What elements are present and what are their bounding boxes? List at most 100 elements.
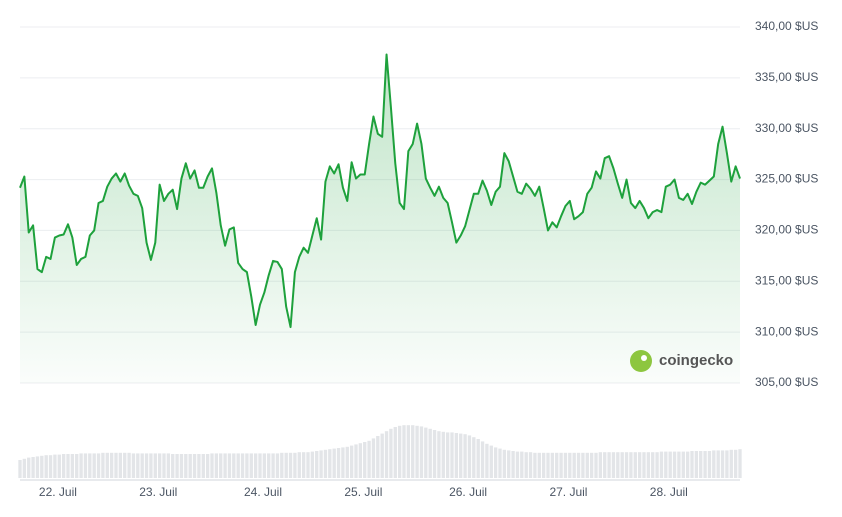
volume-bar [637, 452, 642, 478]
volume-bar [336, 448, 341, 478]
volume-bar [406, 425, 411, 478]
volume-bar [537, 452, 541, 478]
price-area [20, 54, 740, 384]
volume-bar [253, 453, 258, 478]
volume-bar [162, 453, 166, 478]
volume-bar [463, 434, 467, 478]
volume-bar [88, 453, 92, 478]
volume-bar [22, 458, 27, 478]
volume-bar [18, 460, 22, 478]
volume-bar [83, 453, 88, 478]
volume-bar [136, 453, 140, 478]
volume-bar [201, 454, 205, 478]
volume-bar [424, 427, 428, 478]
labels: 305,00 $US 310,00 $US 315,00 $US 320,00 $US… [39, 19, 818, 499]
volume-bar [267, 453, 271, 478]
volume-bar [454, 433, 459, 478]
volume-bar [40, 455, 44, 478]
volume-bar [664, 451, 668, 478]
volume-bar [31, 457, 35, 478]
volume-bar [607, 452, 611, 478]
volume-bar [284, 452, 288, 478]
volume-bar [153, 453, 157, 478]
volume-bar [620, 452, 624, 478]
x-tick-label: 26. Juil [449, 485, 487, 499]
volume-bar [179, 454, 184, 478]
volume-bar [349, 445, 354, 478]
watermark-text: coingecko [659, 352, 733, 369]
volume-bar [271, 453, 275, 478]
volume-bar [690, 451, 694, 478]
volume-bar [192, 454, 197, 478]
volume-bar [367, 440, 371, 478]
volume-bar [258, 453, 262, 478]
volume-bar [559, 452, 563, 478]
volume-bar [489, 445, 493, 478]
volume-bar [651, 452, 655, 478]
volume-bar [66, 454, 70, 478]
volume-bar [712, 450, 716, 478]
volume-bar [432, 430, 437, 478]
volume-bar [227, 453, 232, 478]
y-tick-label: 340,00 $US [755, 19, 818, 33]
volume-bar [633, 452, 637, 478]
volume-bar [197, 454, 201, 478]
volume-bar [533, 452, 537, 478]
volume-bar [437, 431, 441, 478]
volume-bar [70, 454, 75, 478]
volume-bar [332, 448, 336, 478]
volume-bar [48, 455, 53, 478]
volume-bar [716, 450, 720, 478]
volume-bar [175, 454, 179, 478]
volume-bar [380, 433, 384, 478]
volume-bar [384, 431, 389, 478]
volume-bar [725, 450, 729, 478]
volume-bar [467, 435, 472, 478]
y-tick-label: 325,00 $US [755, 172, 818, 186]
volume-bar [528, 452, 533, 478]
volume-bar [546, 452, 550, 478]
volume-bar [550, 452, 555, 478]
volume-bar [668, 451, 672, 478]
volume-bar [659, 451, 664, 478]
y-tick-label: 310,00 $US [755, 324, 818, 338]
volume-bar [280, 452, 284, 478]
x-tick-label: 27. Juil [549, 485, 587, 499]
volume-bar [301, 452, 306, 478]
volume-bar [171, 454, 175, 478]
volume-bar [345, 446, 349, 478]
volume-bar [131, 453, 136, 478]
volume-bar [306, 452, 310, 478]
x-tick-label: 25. Juil [344, 485, 382, 499]
volume-bar [236, 453, 240, 478]
volume-bar [389, 428, 393, 478]
volume-bar [262, 453, 267, 478]
x-tick-label: 28. Juil [650, 485, 688, 499]
volume-bar [288, 452, 293, 478]
volume-bar [297, 452, 301, 478]
volume-bar [681, 451, 685, 478]
volume-bar [205, 454, 210, 478]
volume-bar [140, 453, 144, 478]
volume-bar [493, 447, 498, 478]
volume-bar [598, 452, 603, 478]
volume-bar [585, 452, 589, 478]
volume-bar [35, 456, 40, 478]
volume-bar [101, 452, 105, 478]
volume-bar [223, 453, 227, 478]
volume-bar [415, 425, 419, 478]
volume-bar [210, 453, 214, 478]
x-tick-label: 23. Juil [139, 485, 177, 499]
volume-bar [459, 433, 463, 478]
volume-bar [511, 451, 515, 478]
watermark: coingecko [630, 350, 733, 372]
volume-bar [358, 443, 363, 478]
volume-bar [275, 453, 280, 478]
volume-bar [611, 452, 616, 478]
volume-bar [498, 448, 502, 478]
volume-bar [249, 453, 253, 478]
x-tick-label: 22. Juil [39, 485, 77, 499]
volume-bar [393, 427, 397, 478]
volume-bar [699, 451, 703, 478]
